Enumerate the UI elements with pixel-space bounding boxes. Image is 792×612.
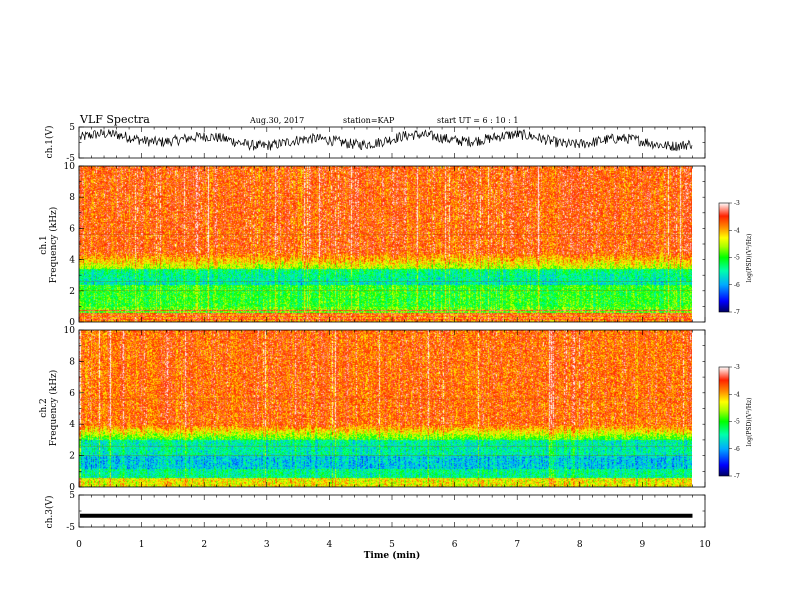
ch1-ylabel: ch.1(V) bbox=[44, 126, 55, 159]
ch3-ytick-label: 5 bbox=[69, 491, 75, 501]
x-tick-label: 0 bbox=[76, 540, 82, 550]
x-tick-label: 5 bbox=[389, 540, 395, 550]
x-tick-label: 8 bbox=[577, 540, 583, 550]
x-tick-label: 3 bbox=[264, 540, 270, 550]
s1-ytick-label: 0 bbox=[69, 318, 75, 328]
ch1-spectrogram-panel: 0 2 4 6 8 10 bbox=[64, 162, 706, 328]
s2-heatmap-image bbox=[79, 330, 692, 487]
ch1-ytick-label: -5 bbox=[66, 154, 75, 164]
s2-ytick-label: 4 bbox=[69, 420, 75, 430]
ch2-colorbar-tick-label: -3 bbox=[734, 364, 740, 371]
ch2-colorbar-tick-label: -4 bbox=[734, 391, 740, 398]
x-tick-label: 7 bbox=[514, 540, 520, 550]
x-tick-label: 9 bbox=[640, 540, 646, 550]
ch3-ytick-label: -5 bbox=[66, 523, 75, 533]
start-time-label: start UT = 6 : 10 : 1 bbox=[437, 116, 518, 125]
ch2-colorbar-label: log(PSD)(V²/Hz) bbox=[746, 398, 753, 447]
ch1-colorbar-tick-label: -5 bbox=[734, 255, 740, 262]
ch2-colorbar-tick-label: -5 bbox=[734, 419, 740, 426]
ch3-waveform-panel: 5 -5 bbox=[66, 491, 706, 533]
s2-ylabel-line1: ch.2 bbox=[39, 398, 49, 417]
x-tick-label: 4 bbox=[327, 540, 333, 550]
ch1-colorbar-tick-label: -3 bbox=[734, 200, 740, 207]
ch2-colorbar-tick-label: -7 bbox=[734, 473, 740, 480]
ch1-colorbar-tick-label: -6 bbox=[734, 282, 740, 289]
x-tick-label: 2 bbox=[201, 540, 207, 550]
s1-ytick-label: 10 bbox=[64, 162, 76, 172]
date-label: Aug.30, 2017 bbox=[249, 116, 304, 125]
s2-ytick-label: 6 bbox=[69, 389, 75, 399]
s2-ytick-label: 0 bbox=[69, 483, 75, 493]
ch2-spectrogram-panel: 0 2 4 6 8 10 bbox=[64, 326, 706, 493]
s2-ylabel-line2: Frequency (kHz) bbox=[48, 370, 59, 447]
s2-ytick-label: 2 bbox=[69, 452, 75, 462]
s1-ytick-label: 8 bbox=[69, 193, 75, 203]
x-tick-label: 10 bbox=[699, 540, 711, 550]
ch1-colorbar-tick-label: -7 bbox=[734, 309, 740, 316]
x-axis-label: Time (min) bbox=[364, 550, 421, 561]
ch1-colorbar-gradient bbox=[718, 202, 730, 313]
ch1-colorbar-tick-label: -4 bbox=[734, 227, 740, 234]
ch1-waveform-line bbox=[79, 129, 693, 152]
ch1-colorbar-label: log(PSD)(V²/Hz) bbox=[746, 234, 753, 283]
s1-ytick-label: 4 bbox=[69, 256, 75, 266]
x-axis-ticks: 0 1 2 3 4 5 6 7 8 9 10 bbox=[76, 540, 711, 550]
s1-ytick-label: 2 bbox=[69, 287, 75, 297]
figure-title: VLF Spectra bbox=[79, 113, 150, 126]
x-tick-label: 6 bbox=[452, 540, 458, 550]
ch1-colorbar: -3 -4 -5 -6 -7 log(PSD)(V²/Hz) bbox=[718, 200, 753, 316]
ch2-colorbar-tick-label: -6 bbox=[734, 446, 740, 453]
ch2-colorbar-gradient bbox=[718, 366, 730, 477]
station-label: station=KAP bbox=[343, 116, 395, 125]
ch3-ylabel: ch.3(V) bbox=[44, 496, 55, 529]
ch1-ytick-label: 5 bbox=[69, 123, 75, 133]
s1-heatmap-image bbox=[79, 166, 692, 322]
s2-ytick-label: 8 bbox=[69, 357, 75, 367]
x-tick-label: 1 bbox=[139, 540, 145, 550]
s2-ytick-label: 10 bbox=[64, 326, 76, 336]
ch1-waveform-panel: 5 -5 bbox=[66, 123, 706, 164]
s1-ytick-label: 6 bbox=[69, 224, 75, 234]
ch2-colorbar: -3 -4 -5 -6 -7 log(PSD)(V²/Hz) bbox=[718, 364, 753, 480]
s1-ylabel-line2: Frequency (kHz) bbox=[48, 207, 59, 284]
s1-ylabel-line1: ch.1 bbox=[39, 235, 49, 254]
